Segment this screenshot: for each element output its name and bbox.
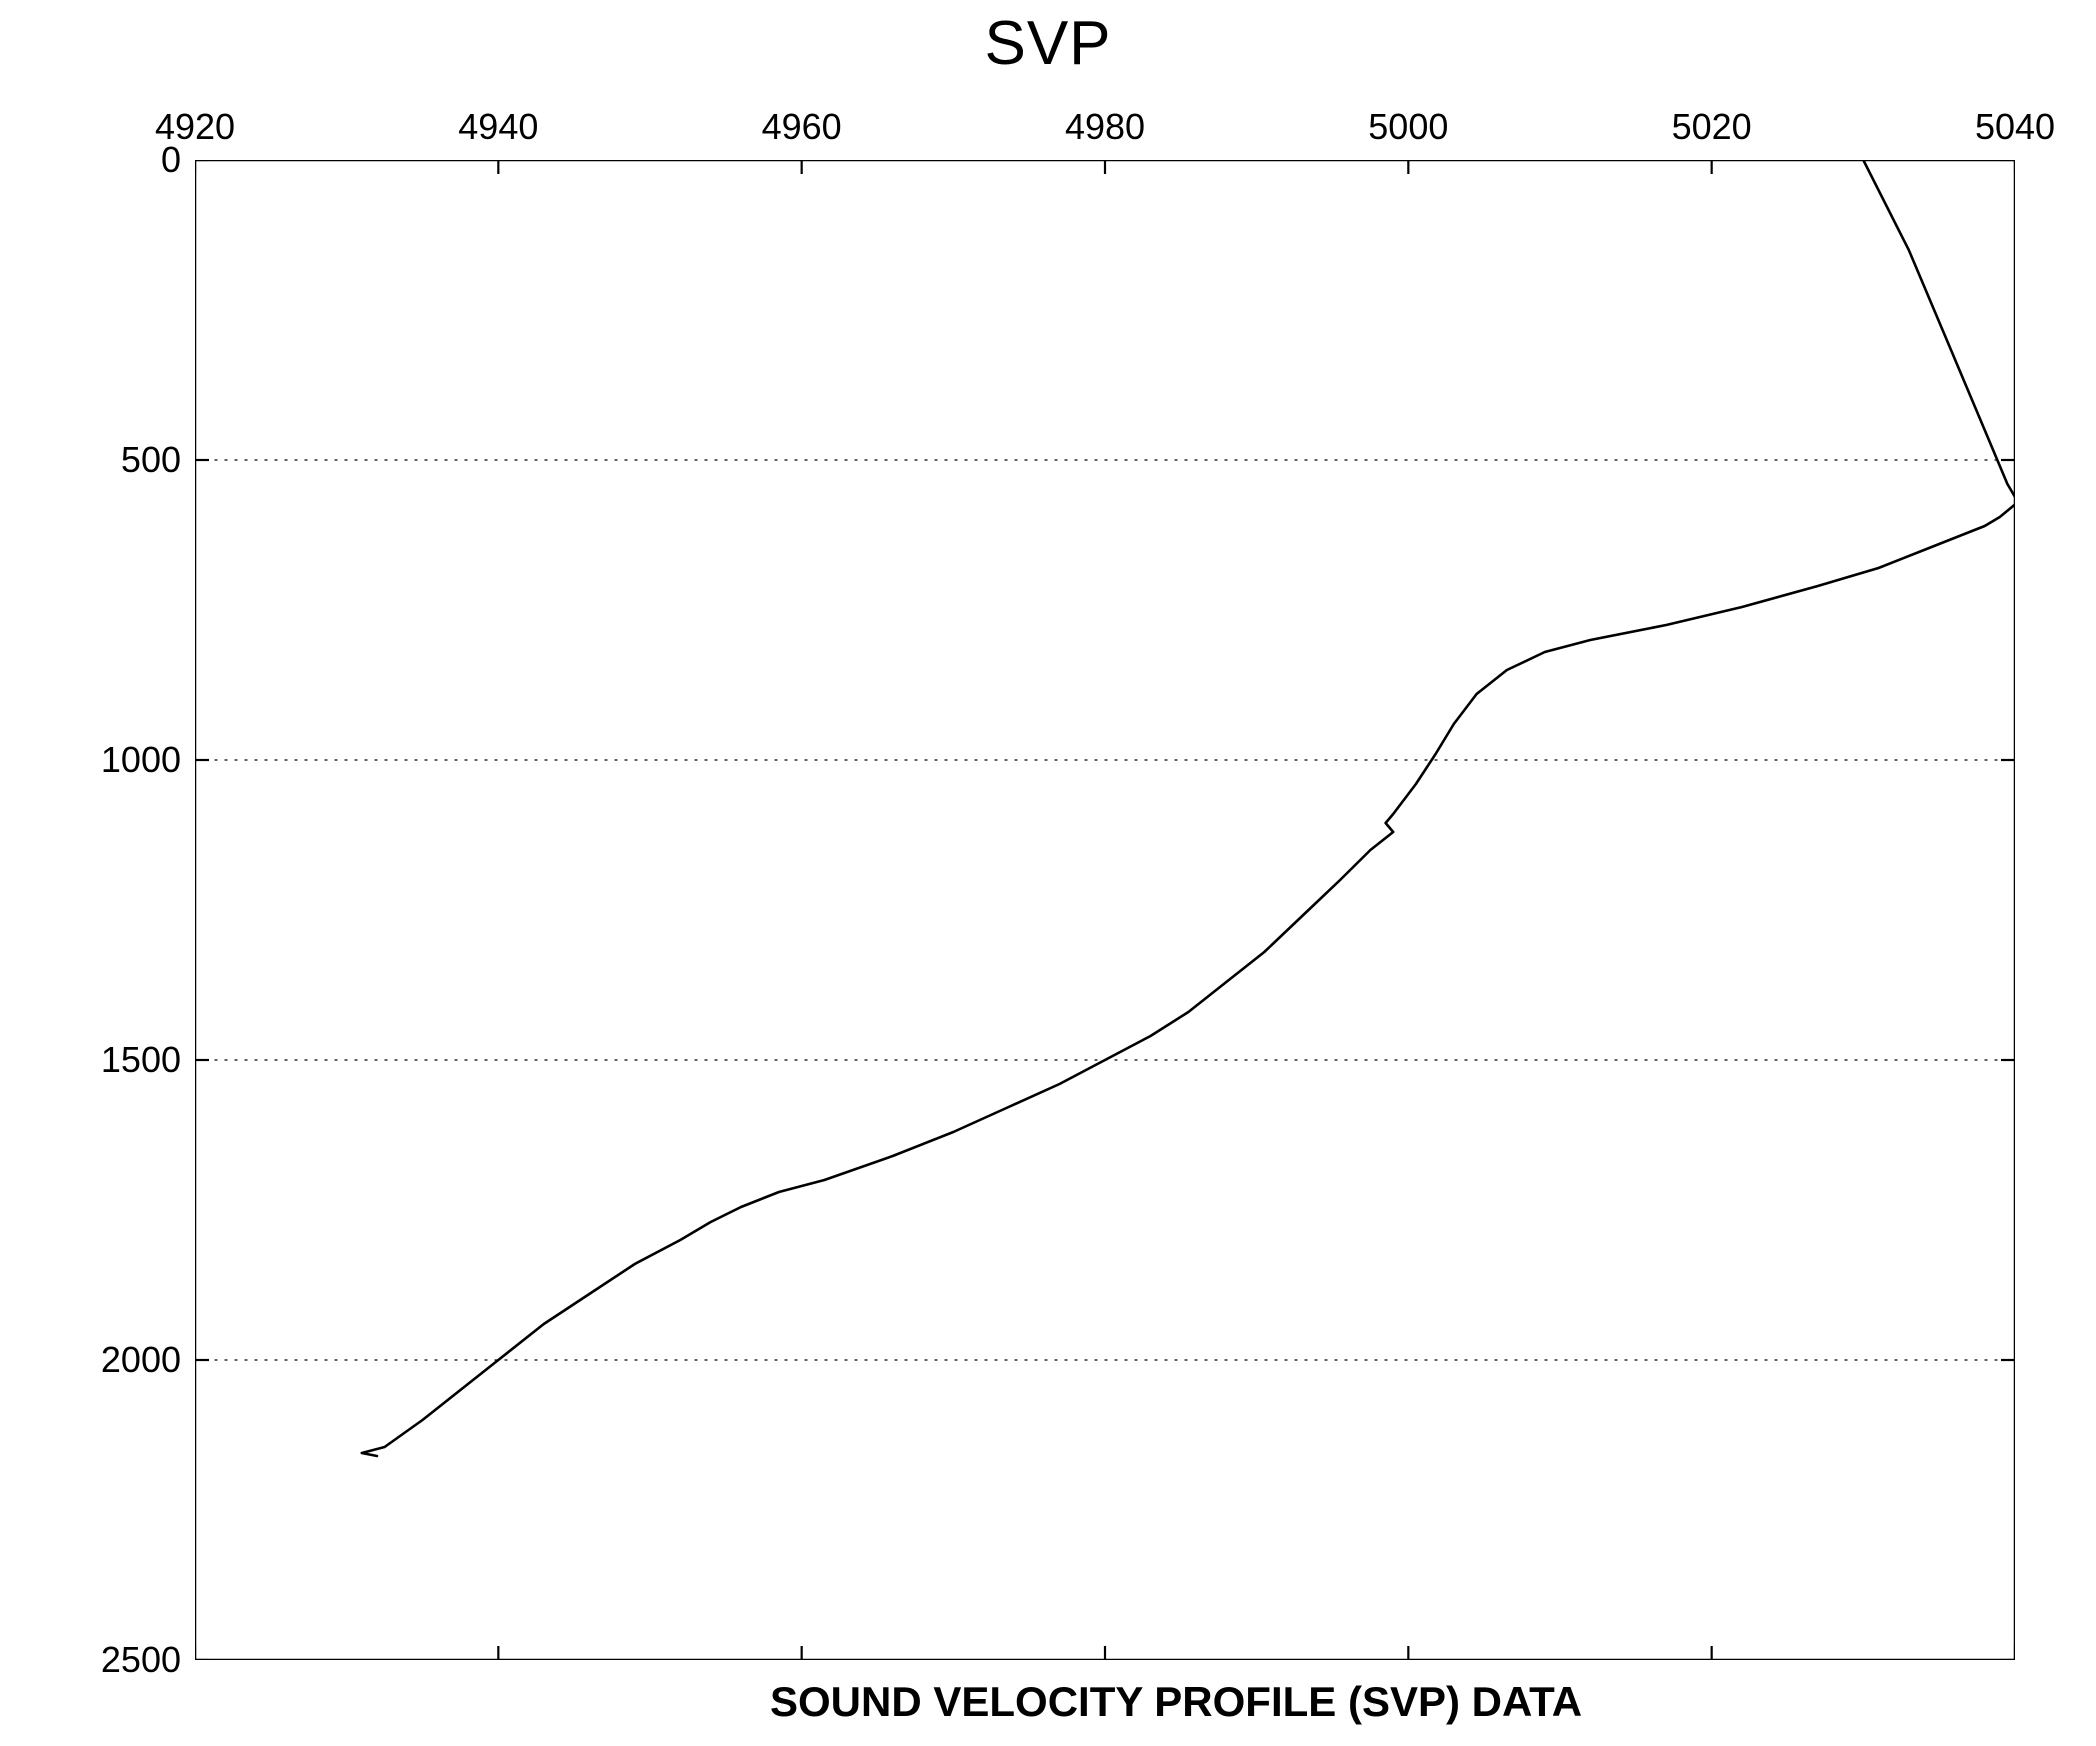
chart-caption: SOUND VELOCITY PROFILE (SVP) DATA (770, 1678, 1582, 1726)
x-tick-label: 5040 (1975, 106, 2055, 148)
y-tick-label: 1500 (101, 1039, 181, 1081)
x-tick-label: 5000 (1368, 106, 1448, 148)
y-tick-label: 2000 (101, 1339, 181, 1381)
x-tick-label: 5020 (1672, 106, 1752, 148)
x-tick-label: 4980 (1065, 106, 1145, 148)
page: SVP SOUND VELOCITY PROFILE (SVP) DATA 49… (0, 0, 2096, 1746)
y-tick-label: 1000 (101, 739, 181, 781)
y-tick-label: 0 (161, 139, 181, 181)
plot-area (195, 160, 2015, 1660)
y-tick-label: 500 (121, 439, 181, 481)
y-tick-label: 2500 (101, 1639, 181, 1681)
x-tick-label: 4940 (458, 106, 538, 148)
x-tick-label: 4960 (762, 106, 842, 148)
chart-title: SVP (0, 8, 2096, 79)
svp-chart (195, 160, 2015, 1660)
